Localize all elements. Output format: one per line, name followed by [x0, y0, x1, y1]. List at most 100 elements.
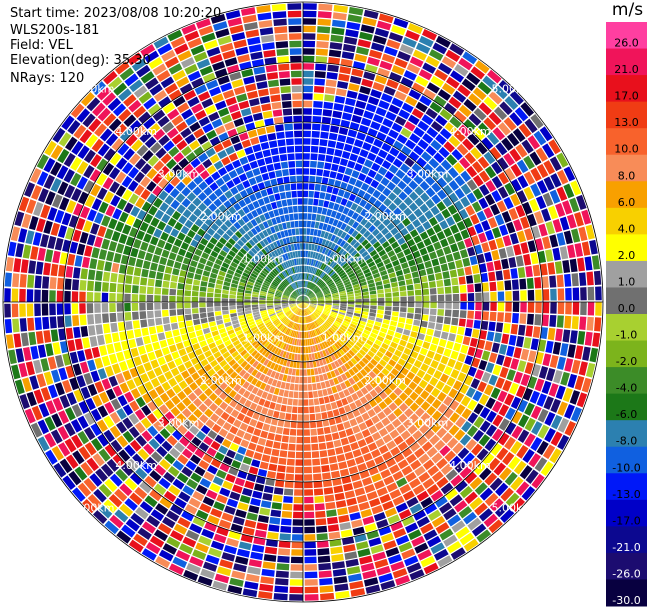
velocity-gate — [261, 103, 272, 112]
velocity-gate — [21, 213, 32, 229]
velocity-gate — [331, 470, 341, 479]
velocity-gate — [187, 403, 197, 413]
velocity-gate — [316, 382, 322, 390]
velocity-gate — [287, 312, 293, 318]
velocity-gate — [328, 282, 335, 287]
velocity-gate — [178, 248, 187, 257]
velocity-gate — [334, 95, 346, 104]
velocity-gate — [523, 186, 535, 200]
velocity-gate — [320, 457, 329, 465]
velocity-gate — [390, 341, 398, 349]
velocity-gate — [348, 177, 357, 186]
velocity-gate — [238, 199, 247, 208]
velocity-gate — [209, 272, 218, 279]
velocity-gate — [361, 428, 371, 438]
velocity-gate — [495, 377, 505, 389]
velocity-gate — [323, 290, 330, 294]
velocity-gate — [292, 346, 296, 353]
velocity-gate — [303, 288, 306, 295]
velocity-gate — [451, 149, 463, 161]
velocity-gate — [332, 308, 339, 312]
velocity-gate — [439, 445, 451, 457]
velocity-gate — [327, 178, 335, 186]
velocity-gate — [26, 391, 37, 407]
velocity-gate — [350, 202, 359, 211]
velocity-gate — [123, 94, 137, 107]
velocity-gate — [273, 319, 280, 325]
velocity-gate — [244, 296, 251, 300]
velocity-gate — [283, 307, 290, 311]
velocity-gate — [361, 346, 369, 353]
velocity-gate — [312, 330, 317, 337]
velocity-gate — [422, 308, 430, 315]
velocity-gate — [303, 302, 307, 308]
velocity-gate — [364, 221, 372, 230]
velocity-gate — [210, 250, 219, 258]
velocity-gate — [422, 302, 430, 308]
velocity-gate — [235, 268, 243, 275]
velocity-gate — [308, 307, 313, 313]
velocity-gate — [181, 354, 190, 363]
velocity-gate — [44, 416, 56, 431]
velocity-gate — [309, 304, 316, 308]
velocity-gate — [333, 393, 341, 401]
velocity-gate — [486, 331, 495, 342]
velocity-gate — [503, 323, 511, 334]
velocity-gate — [179, 83, 193, 95]
velocity-gate — [181, 108, 194, 120]
velocity-gate — [44, 432, 57, 448]
velocity-gate — [342, 43, 356, 53]
velocity-gate — [244, 146, 254, 155]
velocity-gate — [359, 320, 367, 326]
velocity-gate — [219, 462, 230, 473]
velocity-gate — [259, 365, 266, 373]
velocity-gate — [284, 183, 291, 191]
velocity-gate — [321, 314, 328, 319]
velocity-gate — [68, 470, 82, 486]
velocity-gate — [310, 302, 317, 305]
velocity-gate — [516, 444, 529, 459]
velocity-gate — [220, 266, 228, 273]
velocity-gate — [146, 168, 158, 180]
velocity-gate — [506, 221, 516, 234]
colorbar-tick-label: 6.0 — [618, 196, 636, 209]
velocity-gate — [286, 375, 292, 383]
velocity-gate — [405, 139, 416, 150]
velocity-gate — [436, 248, 445, 258]
range-ring-label: 5.00km — [492, 501, 534, 514]
velocity-gate — [260, 576, 274, 585]
velocity-gate — [421, 114, 434, 126]
velocity-gate — [392, 470, 404, 481]
velocity-gate — [499, 366, 509, 379]
velocity-gate — [322, 169, 331, 178]
velocity-gate — [457, 267, 465, 277]
velocity-gate — [437, 302, 445, 309]
velocity-gate — [266, 303, 274, 306]
velocity-gate — [520, 242, 529, 254]
velocity-gate — [259, 382, 267, 390]
velocity-gate — [443, 395, 453, 407]
velocity-gate — [492, 227, 502, 239]
velocity-gate — [231, 460, 242, 469]
velocity-gate — [576, 194, 587, 210]
velocity-gate — [286, 145, 295, 153]
velocity-gate — [239, 422, 249, 432]
velocity-gate — [347, 293, 354, 298]
velocity-gate — [230, 135, 241, 145]
velocity-gate — [219, 559, 234, 569]
velocity-gate — [380, 177, 390, 187]
velocity-gate — [327, 338, 334, 345]
velocity-gate — [33, 389, 44, 404]
velocity-gate — [367, 442, 378, 452]
velocity-gate — [362, 570, 377, 580]
velocity-gate — [455, 526, 470, 540]
velocity-gate — [457, 372, 467, 383]
velocity-gate — [209, 53, 223, 64]
velocity-gate — [320, 315, 327, 320]
velocity-gate — [288, 352, 293, 360]
velocity-gate — [431, 422, 442, 433]
velocity-gate — [507, 132, 520, 147]
velocity-gate — [250, 51, 263, 60]
velocity-gate — [410, 331, 418, 339]
velocity-gate — [584, 331, 593, 346]
